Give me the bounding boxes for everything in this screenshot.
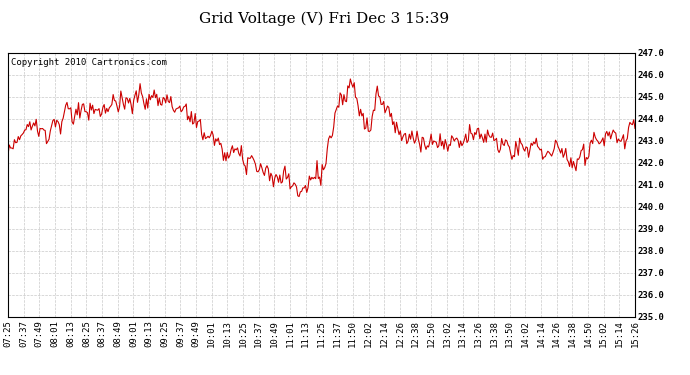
Text: Copyright 2010 Cartronics.com: Copyright 2010 Cartronics.com	[11, 58, 167, 67]
Text: Grid Voltage (V) Fri Dec 3 15:39: Grid Voltage (V) Fri Dec 3 15:39	[199, 11, 449, 26]
